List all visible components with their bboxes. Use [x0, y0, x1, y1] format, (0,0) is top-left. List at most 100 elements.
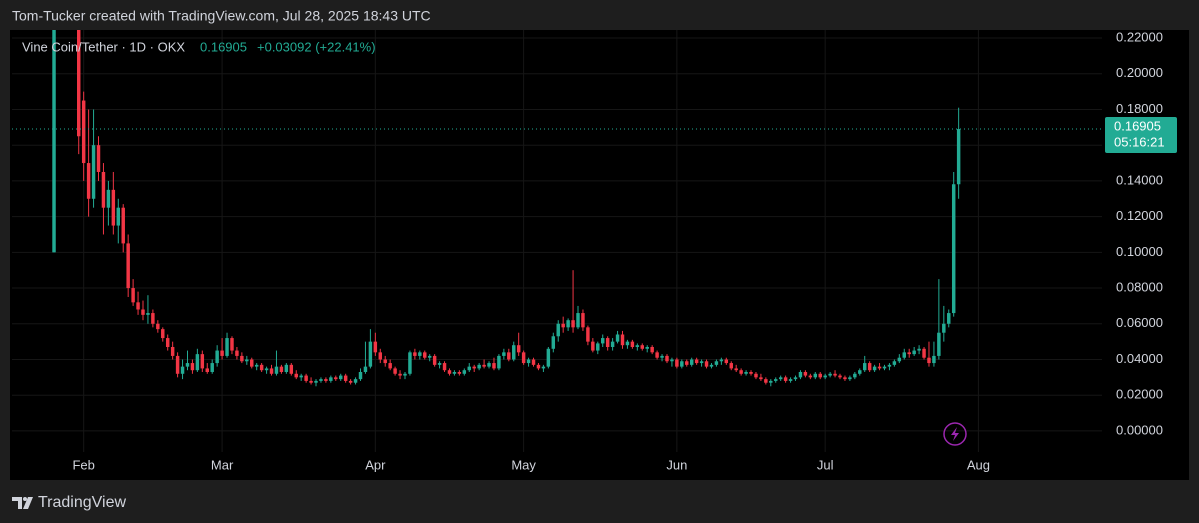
candle-body — [769, 380, 773, 383]
candle-body — [462, 370, 467, 374]
candle-body — [645, 346, 649, 349]
candle-body — [294, 373, 298, 378]
candle-body — [531, 359, 536, 365]
candle-body — [867, 363, 872, 371]
candle-body — [467, 366, 471, 371]
candle-body — [808, 375, 813, 378]
candle-body — [551, 336, 556, 349]
candle-body — [541, 366, 546, 369]
candle-body — [635, 345, 640, 347]
brand-logo — [12, 497, 33, 509]
candle-body — [729, 363, 733, 369]
candle-body — [146, 313, 150, 315]
candle-body — [195, 354, 200, 371]
candle-body — [596, 343, 600, 351]
candle-body — [516, 345, 521, 353]
candle-body — [838, 375, 842, 378]
candle-body — [566, 320, 570, 328]
candle-body — [141, 309, 145, 315]
price-box-value: 0.16905 — [1114, 118, 1161, 133]
candle-body — [600, 338, 605, 344]
candle-body — [185, 363, 190, 367]
candle-body — [225, 338, 229, 356]
chart-pane — [10, 30, 1189, 480]
candle-body — [250, 359, 254, 367]
candle-body — [205, 368, 209, 372]
candle-body — [892, 361, 897, 365]
candle-body — [452, 371, 457, 374]
candle-body — [240, 355, 244, 362]
candle-body — [116, 207, 121, 226]
candle-body — [907, 352, 911, 355]
candle-body — [922, 348, 926, 358]
candle-body — [660, 355, 664, 358]
y-tick-label: 0.14000 — [1116, 172, 1163, 187]
candle-body — [383, 359, 387, 364]
y-tick-label: 0.00000 — [1116, 422, 1163, 437]
candle-body — [175, 355, 180, 374]
candles — [52, 30, 961, 387]
candle-body — [215, 350, 219, 364]
legend-change: +0.03092 (+22.41%) — [257, 39, 376, 54]
candle-body — [630, 341, 635, 347]
candle-body — [813, 373, 818, 378]
grid — [12, 30, 1102, 452]
candle-body — [937, 332, 941, 356]
credit: Tom-Tucker created with TradingView.com,… — [12, 8, 431, 24]
candle-body — [833, 373, 837, 376]
candle-body — [299, 375, 303, 378]
candle-body — [111, 189, 116, 226]
x-tick-label: May — [511, 457, 536, 472]
candle-body — [378, 352, 383, 360]
candle-body — [190, 363, 195, 371]
candle-body — [650, 346, 654, 353]
candle-body — [482, 364, 486, 367]
candle-body — [161, 329, 165, 339]
candle-body — [477, 364, 481, 369]
candle-body — [91, 145, 96, 199]
candle-body — [640, 345, 645, 349]
candle-body — [329, 377, 333, 381]
candle-body — [314, 380, 318, 383]
candle-body — [724, 359, 729, 364]
candle-body — [848, 377, 852, 380]
event-icon[interactable] — [943, 422, 967, 446]
candle-body — [348, 380, 353, 383]
candle-body — [324, 379, 328, 381]
candle-body — [556, 323, 560, 337]
candle-body — [487, 363, 491, 367]
candle-body — [319, 379, 323, 381]
candle-body — [699, 361, 704, 364]
x-tick-label: Aug — [967, 457, 990, 472]
candle-body — [393, 368, 397, 374]
candle-body — [694, 359, 699, 364]
candle-body — [951, 184, 956, 314]
candle-body — [363, 366, 368, 372]
candle-body — [284, 364, 289, 372]
candle-body — [689, 359, 694, 365]
candle-body — [457, 371, 462, 374]
candle-body — [546, 348, 551, 367]
x-tick-label: Jun — [666, 457, 687, 472]
candle-body — [932, 355, 936, 364]
candle-body — [605, 338, 610, 347]
candle-body — [334, 377, 338, 380]
price-box — [1105, 117, 1177, 154]
candle-body — [625, 341, 630, 346]
candle-body — [136, 302, 140, 310]
candle-body — [77, 30, 81, 137]
y-tick-label: 0.02000 — [1116, 387, 1163, 402]
candle-body — [497, 355, 501, 369]
y-tick-label: 0.20000 — [1116, 65, 1163, 80]
y-tick-label: 0.22000 — [1116, 29, 1163, 44]
candle-body — [472, 366, 476, 369]
candle-body — [81, 100, 86, 164]
candle-body — [304, 375, 308, 381]
candle-body — [106, 189, 111, 208]
y-tick-label: 0.06000 — [1116, 315, 1163, 330]
candle-body — [86, 163, 91, 199]
candle-body — [210, 363, 214, 372]
candle-body — [180, 366, 185, 374]
candle-body — [586, 327, 590, 342]
candle-body — [151, 313, 155, 324]
